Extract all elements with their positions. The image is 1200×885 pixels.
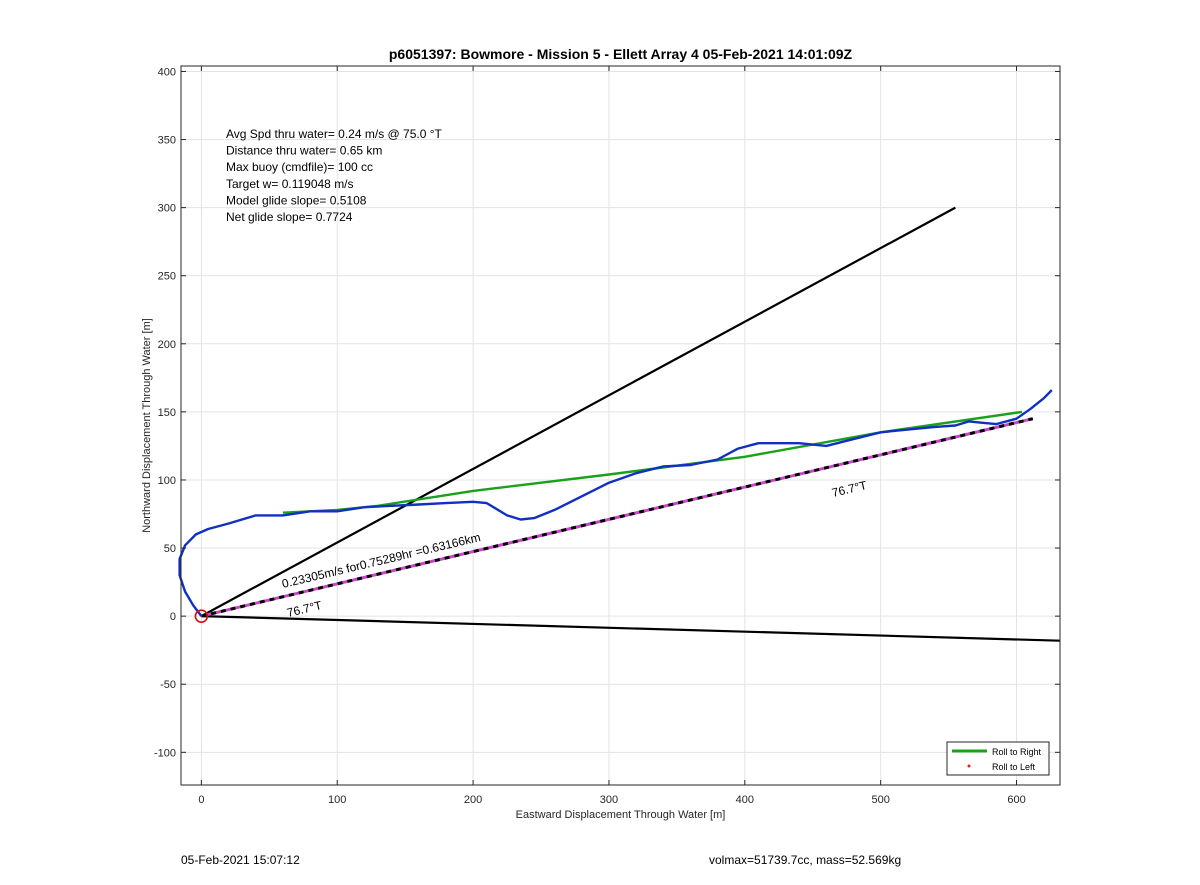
x-tick-label: 200 [464, 794, 482, 806]
stats-annotation: Max buoy (cmdfile)= 100 cc [226, 160, 373, 174]
stats-annotation: Distance thru water= 0.65 km [226, 144, 382, 158]
heading-line-dashes [201, 417, 1034, 618]
stats-annotation: Avg Spd thru water= 0.24 m/s @ 75.0 °T [226, 127, 443, 141]
footer-timestamp: 05-Feb-2021 15:07:12 [181, 853, 300, 867]
y-tick-label: 250 [158, 271, 176, 283]
y-tick-label: 0 [170, 611, 176, 623]
legend-roll-left-swatch [967, 764, 971, 768]
y-tick-label: 50 [164, 543, 176, 555]
y-tick-label: 100 [158, 475, 176, 487]
stats-annotation: Net glide slope= 0.7724 [226, 210, 353, 224]
x-axis-label: Eastward Displacement Through Water [m] [516, 809, 726, 821]
y-tick-label: 150 [158, 407, 176, 419]
footer-volmax-mass: volmax=51739.7cc, mass=52.569kg [709, 853, 902, 867]
legend-box [946, 741, 1050, 776]
legend-roll-left-label: Roll to Left [992, 762, 1036, 772]
stats-annotation: Model glide slope= 0.5108 [226, 193, 367, 207]
start-marker [194, 609, 209, 623]
y-tick-label: 350 [158, 135, 176, 147]
plot-area [181, 66, 1060, 785]
stats-annotation: Target w= 0.119048 m/s [226, 177, 354, 191]
x-tick-label: 0 [198, 794, 204, 806]
axes-box [180, 65, 1061, 786]
y-axis-label: Northward Displacement Through Water [m] [141, 318, 153, 533]
y-tick-label: 200 [158, 339, 176, 351]
x-tick-label: 300 [600, 794, 618, 806]
glide-envelope-line-lower [201, 615, 1061, 642]
glider-track-series [178, 389, 1053, 617]
x-tick-label: 100 [328, 794, 346, 806]
chart-title: p6051397: Bowmore - Mission 5 - Ellett A… [389, 46, 853, 62]
x-tick-label: 500 [871, 794, 889, 806]
x-tick-label: 400 [736, 794, 754, 806]
x-tick-label: 600 [1007, 794, 1025, 806]
y-tick-label: 300 [158, 203, 176, 215]
legend-roll-right-label: Roll to Right [992, 747, 1042, 757]
y-tick-label: -100 [154, 747, 176, 759]
y-tick-label: -50 [160, 679, 176, 691]
glide-envelope-line-upper [200, 206, 956, 618]
y-tick-label: 400 [158, 66, 176, 78]
